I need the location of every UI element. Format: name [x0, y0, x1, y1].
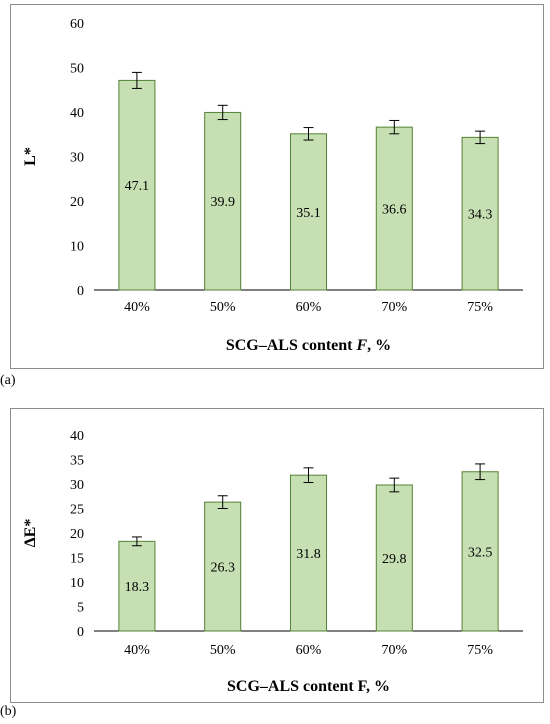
bar-60pct [289, 474, 328, 632]
y-tick-label: 30 [70, 478, 84, 493]
y-tick-label: 30 [70, 151, 84, 166]
data-label: 18.3 [125, 580, 150, 595]
y-tick-label: 40 [70, 429, 84, 444]
bar-40pct [118, 540, 156, 632]
data-label: 29.8 [382, 552, 407, 567]
data-label: 39.9 [210, 195, 235, 210]
y-axis-title: ΔE* [22, 519, 39, 548]
panel-tag-a: (a) [0, 373, 16, 388]
x-tick-label: 70% [381, 300, 407, 315]
bar-50pct [204, 111, 242, 291]
x-tick-label: 70% [381, 643, 407, 658]
error-bar [131, 536, 142, 547]
bar-70pct [375, 126, 413, 291]
bar-40pct [118, 79, 156, 291]
chart-a-svg: 0 10 20 30 40 50 60 47.1 40% 39.9 50% 35.1 60% 36.6 70… [22, 17, 523, 354]
bar-75pct [461, 136, 499, 291]
y-tick-label: 5 [77, 601, 84, 616]
error-bar [303, 127, 314, 141]
x-tick-label: 75% [467, 643, 493, 658]
error-bar [389, 477, 400, 493]
x-tick-label: 60% [296, 643, 322, 658]
data-label: 47.1 [125, 179, 150, 194]
data-label: 31.8 [296, 547, 321, 562]
y-tick-label: 60 [70, 17, 84, 32]
error-bar [217, 495, 228, 509]
data-label: 32.5 [468, 545, 493, 560]
error-bar [131, 71, 142, 89]
error-bar [475, 130, 486, 145]
y-tick-label: 0 [77, 625, 84, 640]
y-tick-label: 20 [70, 527, 84, 542]
y-tick-label: 10 [70, 240, 84, 255]
chart-panel-b: 0 5 10 15 20 25 30 35 40 18.3 40% 26.3 50% 31.8 60% 29.… [10, 408, 544, 703]
x-axis-title: SCG–ALS content F, % [227, 678, 390, 695]
x-tick-label: 75% [467, 300, 493, 315]
error-bar [389, 119, 400, 135]
bar-75pct [461, 471, 499, 632]
panel-tag-b: (b) [0, 704, 17, 719]
x-axis-title: SCG–ALS content F, % [226, 337, 391, 354]
data-label: 34.3 [468, 208, 493, 223]
error-bar [303, 467, 314, 484]
y-tick-label: 20 [70, 195, 84, 210]
y-tick-label: 10 [70, 576, 84, 591]
x-tick-label: 40% [124, 643, 150, 658]
y-tick-label: 35 [70, 454, 84, 469]
bar-50pct [204, 501, 242, 632]
y-tick-label: 50 [70, 62, 84, 77]
data-label: 35.1 [296, 206, 321, 221]
data-label: 26.3 [210, 561, 235, 576]
x-tick-label: 50% [210, 643, 236, 658]
y-tick-label: 15 [70, 552, 84, 567]
x-tick-label: 50% [210, 300, 236, 315]
y-tick-label: 40 [70, 106, 84, 121]
data-label: 36.6 [382, 203, 407, 218]
x-tick-label: 60% [296, 300, 322, 315]
chart-b-svg: 0 5 10 15 20 25 30 35 40 18.3 40% 26.3 50% 31.8 60% 29.… [22, 429, 523, 695]
y-axis-title: L* [22, 147, 39, 166]
error-bar [475, 463, 486, 481]
chart-panel-a: 0 10 20 30 40 50 60 47.1 40% 39.9 50% 35.1 60% 36.6 70… [10, 4, 544, 369]
bar-70pct [375, 484, 413, 632]
y-tick-label: 0 [77, 284, 84, 299]
x-tick-label: 40% [124, 300, 150, 315]
error-bar [217, 104, 228, 121]
bar-60pct [289, 133, 328, 291]
y-tick-label: 25 [70, 503, 84, 518]
